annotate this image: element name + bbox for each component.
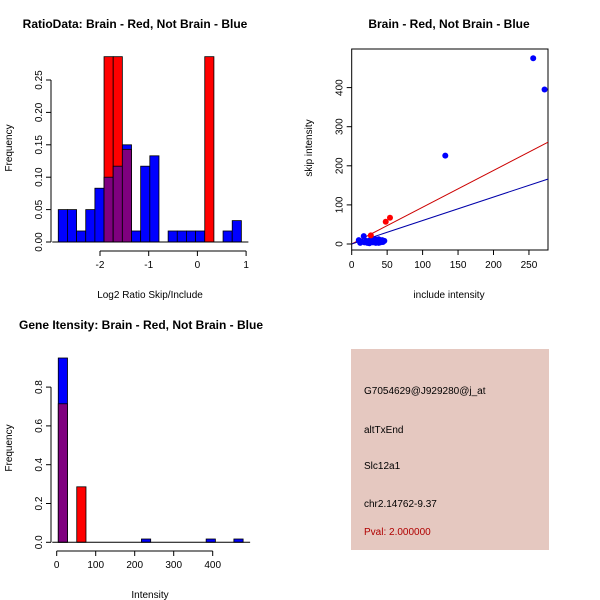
histogram-bar-overlap (57, 403, 68, 543)
histogram-bar (76, 486, 87, 543)
y-tick-label: 0.25 (34, 70, 45, 90)
scatter-point (357, 239, 364, 246)
histogram-bar (76, 230, 87, 243)
scatter-ylabel: skip intensity (304, 119, 315, 176)
x-tick-label: 1 (243, 260, 249, 271)
y-tick-label: 0.10 (34, 167, 45, 187)
event-type: altTxEnd (364, 425, 404, 436)
hist-ratio-ylabel: Frequency (4, 124, 15, 171)
probe-id: G7054629@J929280@j_at (364, 386, 486, 397)
x-tick-label: 100 (414, 260, 431, 271)
fit-line (351, 178, 549, 245)
y-tick-label: 0 (335, 241, 346, 247)
x-tick-label: 0 (195, 260, 201, 271)
histogram-bar (222, 230, 233, 243)
histogram-bar (167, 230, 178, 243)
hist-intensity-plot: 0.0 0.2 0.4 0.6 0.8 0 100 200 300 400 (34, 357, 251, 571)
scatter-point (386, 214, 393, 221)
fit-line (351, 141, 549, 245)
histogram-bar (57, 209, 68, 243)
pval: Pval: 2.000000 (364, 527, 431, 538)
y-tick-label: 0.15 (34, 135, 45, 155)
y-tick-label: 400 (335, 79, 346, 96)
y-tick-label: 0.20 (34, 102, 45, 122)
scatter-plot: 0 50 100 150 200 250 0 100 200 300 400 (335, 48, 549, 271)
histogram-bar (204, 56, 215, 243)
histogram-bar (176, 230, 187, 243)
x-tick-label: 100 (87, 560, 104, 571)
genomic-location: chr2.14762-9.37 (364, 499, 437, 510)
hist-intensity-xlabel: Intensity (131, 590, 168, 600)
scatter-point (382, 218, 389, 225)
y-tick-label: 0.6 (34, 419, 45, 433)
histogram-bar (131, 230, 142, 243)
scatter-point (360, 233, 367, 240)
scatter-xlabel: include intensity (413, 290, 484, 301)
histogram-bar (195, 230, 206, 243)
y-tick-label: 0.8 (34, 380, 45, 394)
x-tick-label: 150 (450, 260, 467, 271)
scatter-point (541, 86, 548, 93)
histogram-bar-overlap (121, 148, 132, 243)
x-tick-label: 400 (204, 560, 221, 571)
y-tick-label: 0.0 (34, 535, 45, 549)
x-tick-label: 300 (165, 560, 182, 571)
hist-ratio-title: RatioData: Brain - Red, Not Brain - Blue (23, 17, 248, 31)
histogram-bar (149, 155, 160, 243)
scatter-point (366, 240, 373, 247)
x-tick-label: 200 (126, 560, 143, 571)
histogram-bar (67, 209, 77, 243)
histogram-bar (85, 209, 96, 243)
x-tick-label: 250 (521, 260, 538, 271)
histogram-bar (140, 165, 151, 243)
hist-ratio-xlabel: Log2 Ratio Skip/Include (97, 290, 203, 301)
hist-ratio-plot: 0.00 0.05 0.10 0.15 0.20 0.25 -2 -1 0 1 (34, 56, 249, 271)
y-tick-label: 0.2 (34, 496, 45, 510)
gene-name: Slc12a1 (364, 461, 401, 472)
scatter-title: Brain - Red, Not Brain - Blue (368, 17, 530, 31)
histogram-bar (186, 230, 196, 243)
x-tick-label: 0 (54, 560, 60, 571)
y-tick-label: 100 (335, 196, 346, 213)
probe-info-panel: G7054629@J929280@j_at altTxEnd Slc12a1 c… (351, 349, 549, 550)
y-tick-label: 200 (335, 157, 346, 174)
histogram-bar (231, 220, 242, 243)
y-tick-label: 0.05 (34, 199, 45, 219)
scatter-point (442, 152, 449, 159)
hist-intensity-ylabel: Frequency (4, 424, 15, 471)
y-tick-label: 0.4 (34, 457, 45, 471)
histogram-bar (94, 187, 105, 243)
y-tick-label: 0.00 (34, 232, 45, 252)
plot-frame (351, 48, 549, 251)
x-tick-label: -2 (96, 260, 105, 271)
histogram-bar-overlap (112, 165, 123, 243)
scatter-point (367, 232, 374, 239)
scatter-point (530, 55, 537, 62)
histogram-bar-overlap (103, 176, 114, 243)
x-tick-label: 50 (382, 260, 394, 271)
hist-intensity-title: Gene Itensity: Brain - Red, Not Brain - … (19, 318, 263, 332)
scatter-point (379, 237, 386, 244)
x-tick-label: 200 (485, 260, 502, 271)
x-tick-label: 0 (349, 260, 355, 271)
x-tick-label: -1 (144, 260, 153, 271)
y-tick-label: 300 (335, 118, 346, 135)
